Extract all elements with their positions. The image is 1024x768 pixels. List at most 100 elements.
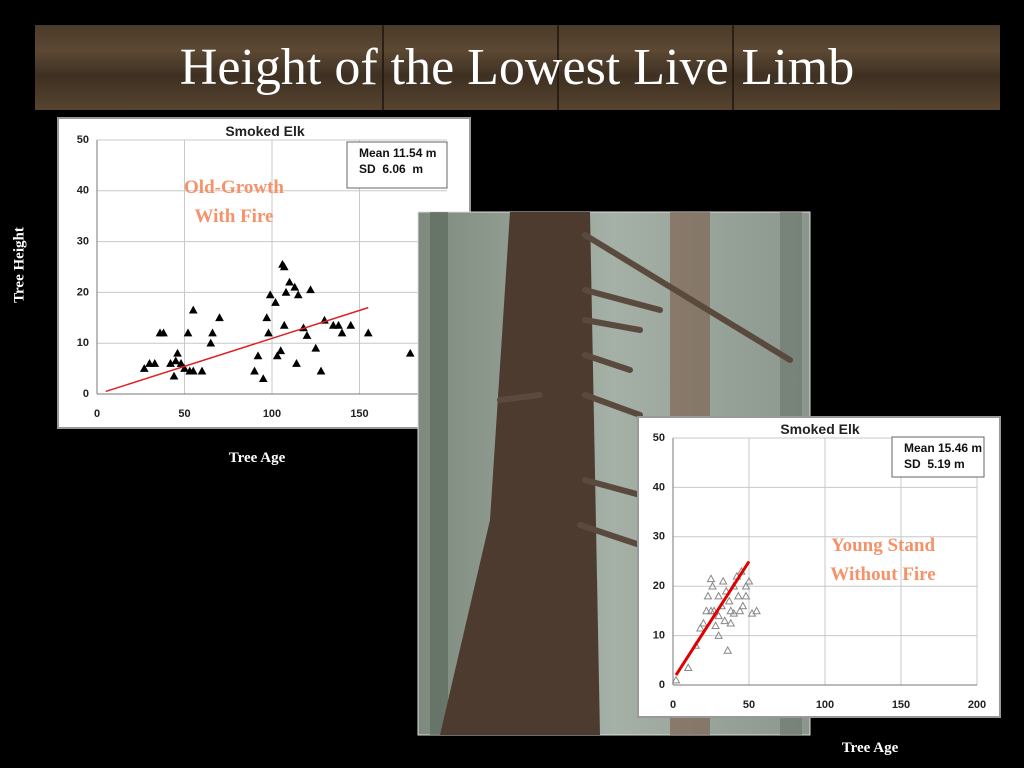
y-tick-label: 50 — [77, 134, 89, 146]
point — [215, 313, 224, 322]
point — [741, 591, 751, 600]
point — [265, 290, 275, 299]
point — [714, 611, 723, 620]
title-banner — [35, 25, 1000, 110]
point — [171, 356, 181, 365]
point — [159, 328, 168, 337]
point — [726, 606, 736, 615]
point — [726, 618, 736, 627]
y-tick-label: 30 — [77, 236, 89, 248]
stats-text: SD 5.19 m — [904, 457, 965, 471]
y-tick-label: 0 — [83, 388, 89, 400]
point — [180, 364, 189, 372]
x-tick-label: 150 — [892, 699, 910, 711]
point — [363, 328, 373, 337]
point — [173, 348, 182, 357]
stats-text: Mean 11.54 m — [359, 146, 436, 160]
point — [253, 351, 263, 360]
photo-branches — [497, 232, 793, 548]
chart-right: Smoked Elk 0 10 20 30 40 50 0 50 100 150 200 Mean 15… — [637, 416, 1001, 718]
point — [188, 305, 198, 314]
x-tick-label: 100 — [263, 408, 281, 420]
point — [671, 675, 681, 684]
y-tick-label: 50 — [653, 432, 665, 444]
trendline — [105, 306, 369, 393]
point — [271, 298, 280, 306]
point — [702, 606, 711, 615]
point — [706, 606, 716, 615]
point — [250, 366, 259, 375]
annotation: With Fire — [195, 206, 274, 227]
point — [183, 328, 193, 337]
x-tick-label: 50 — [743, 699, 755, 711]
x-tick-label: 200 — [968, 699, 986, 711]
point — [290, 282, 300, 291]
point — [721, 586, 731, 595]
point — [337, 328, 347, 337]
point — [279, 320, 289, 329]
point — [316, 366, 326, 375]
point — [292, 358, 301, 367]
point — [752, 606, 761, 615]
point — [258, 374, 268, 383]
point — [302, 331, 312, 339]
y-tick-label: 40 — [653, 481, 665, 493]
point — [169, 371, 179, 380]
stats-text: Mean 15.46 m — [904, 441, 982, 455]
y-tick-label: 40 — [77, 185, 89, 197]
point — [741, 581, 751, 590]
point — [720, 616, 730, 625]
point — [703, 591, 713, 600]
point — [188, 366, 198, 375]
point — [696, 623, 705, 632]
stats-box — [891, 436, 985, 478]
point — [718, 576, 728, 585]
point — [272, 351, 282, 360]
point — [139, 364, 149, 372]
point — [197, 366, 207, 375]
photo-tree — [430, 212, 448, 735]
y-tick-label: 30 — [653, 531, 665, 543]
point — [293, 290, 303, 299]
annotation: Young Stand — [831, 535, 935, 556]
x-axis-label: Tree Age — [842, 740, 899, 756]
point — [729, 608, 739, 617]
point — [208, 328, 217, 337]
x-tick-label: 50 — [178, 408, 190, 420]
chart-left: Smoked Elk 0 10 20 30 40 50 0 50 100 150 Mean 11.54… — [57, 117, 471, 429]
annotation: Without Fire — [830, 564, 935, 585]
slide-title: Height of the Lowest Live Limb — [180, 39, 854, 96]
point — [176, 358, 186, 367]
point — [744, 576, 754, 585]
point — [334, 320, 343, 329]
y-tick-label: 10 — [653, 630, 665, 642]
point — [734, 591, 743, 600]
x-tick-label: 100 — [816, 699, 834, 711]
point — [328, 320, 338, 329]
point — [206, 338, 216, 347]
stats-text: SD 6.06 m — [359, 162, 423, 176]
photo-trunk — [440, 212, 600, 735]
point — [281, 287, 291, 296]
point — [145, 358, 154, 367]
point — [738, 601, 748, 610]
point — [311, 343, 321, 352]
point — [262, 313, 272, 322]
x-tick-label: 0 — [670, 699, 676, 711]
y-axis-label: Tree Height — [11, 227, 27, 303]
x-axis-label: Tree Age — [229, 450, 286, 466]
x-tick-label: 0 — [94, 408, 100, 420]
point — [723, 645, 733, 654]
y-tick-label: 20 — [653, 580, 665, 592]
point — [346, 320, 356, 329]
chart-title: Smoked Elk — [225, 123, 305, 139]
point — [306, 285, 315, 294]
x-tick-label: 150 — [350, 408, 368, 420]
point — [405, 348, 415, 357]
point — [708, 581, 717, 590]
y-tick-label: 10 — [77, 337, 89, 349]
point — [150, 358, 160, 367]
point — [276, 346, 286, 355]
trendline — [674, 560, 751, 676]
point — [724, 596, 734, 605]
